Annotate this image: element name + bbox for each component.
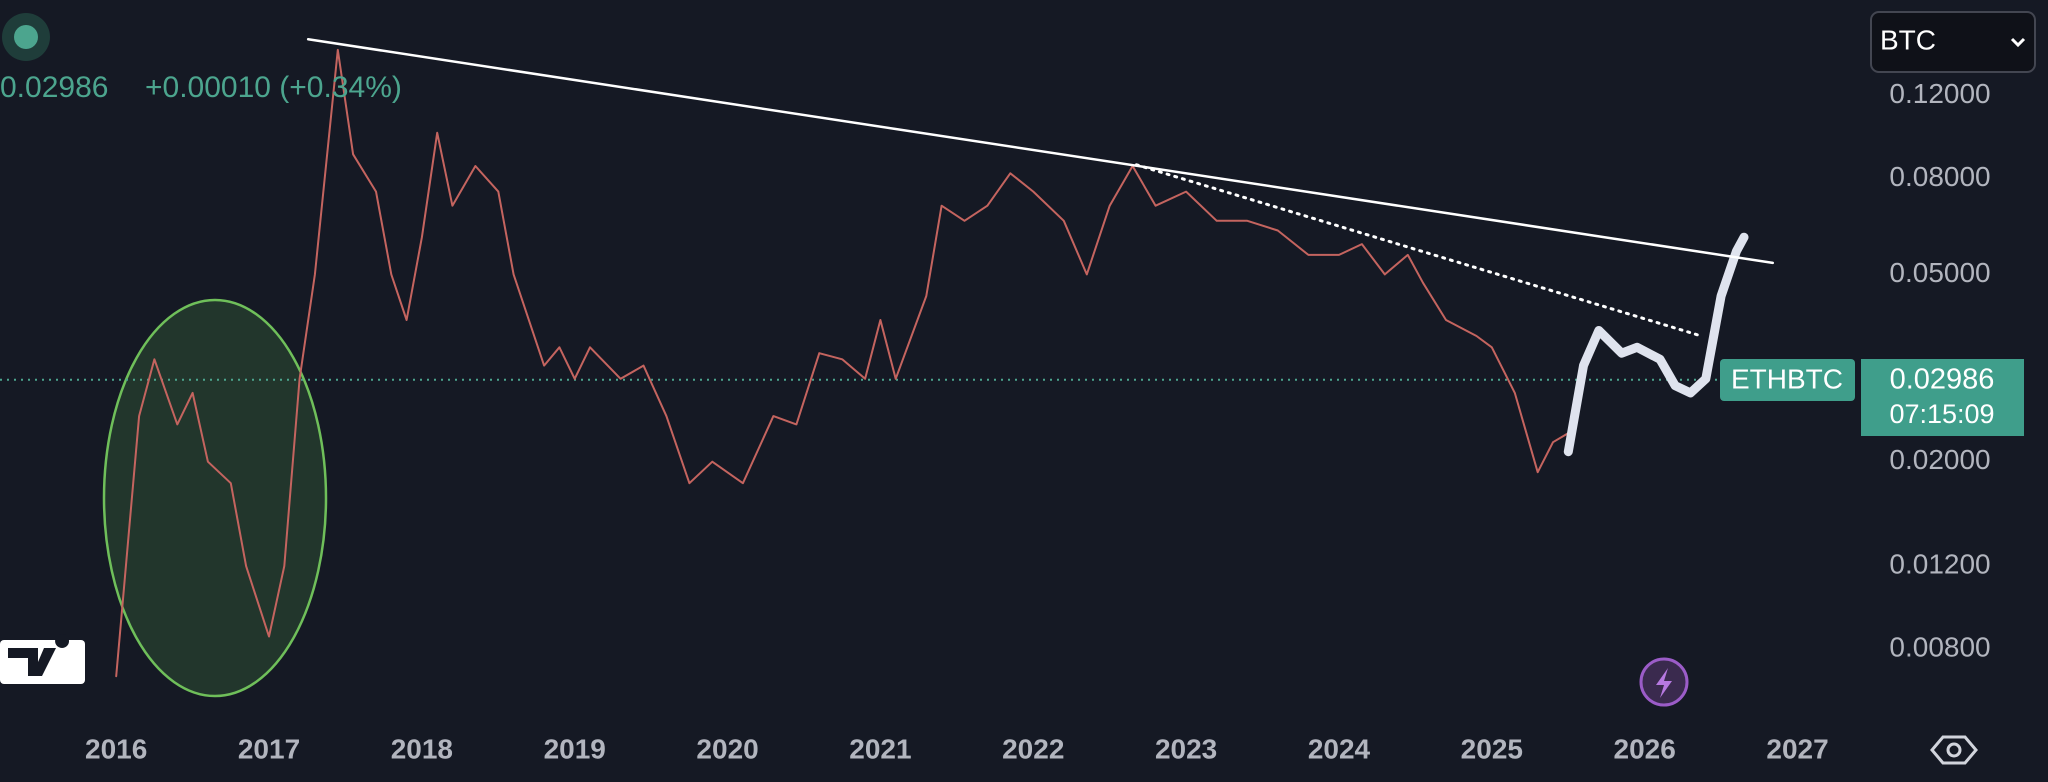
x-tick-label: 2016 xyxy=(85,733,147,764)
countdown-text: 07:15:09 xyxy=(1889,399,1994,429)
x-tick-label: 2020 xyxy=(696,733,758,764)
x-tick-label: 2017 xyxy=(238,733,300,764)
price-line xyxy=(115,48,1570,678)
symbol-text: ETHBTC xyxy=(1731,363,1843,394)
y-tick-label: 0.12000 xyxy=(1889,78,1990,109)
x-tick-label: 2025 xyxy=(1461,733,1523,764)
price-box xyxy=(1861,359,2024,436)
x-tick-label: 2026 xyxy=(1614,733,1676,764)
x-tick-label: 2018 xyxy=(391,733,453,764)
x-tick-label: 2023 xyxy=(1155,733,1217,764)
x-tick-label: 2019 xyxy=(544,733,606,764)
settings-button[interactable] xyxy=(1930,735,1978,765)
y-tick-label: 0.02000 xyxy=(1889,444,1990,475)
symbol-tag xyxy=(1720,359,1855,401)
header-change: +0.00010 (+0.34%) xyxy=(145,71,402,104)
price-text: 0.02986 xyxy=(1890,364,1995,396)
settings-icon xyxy=(1946,742,1962,758)
lightning-icon xyxy=(1656,668,1672,698)
x-tick-label: 2024 xyxy=(1308,733,1371,764)
quote-select[interactable]: BTC xyxy=(1870,11,2036,73)
y-tick-label: 0.01200 xyxy=(1889,548,1990,579)
x-tick-label: 2022 xyxy=(1002,733,1064,764)
plot-area xyxy=(0,38,1855,678)
trendline xyxy=(1134,163,1703,338)
trendline xyxy=(306,38,1775,265)
price-line xyxy=(1563,232,1749,457)
select-box[interactable] xyxy=(1870,11,2036,73)
select-text[interactable]: BTC xyxy=(1880,24,1936,55)
chevron xyxy=(2010,37,2026,48)
x-tick-label: 2021 xyxy=(849,733,911,764)
x-tick-label: 2027 xyxy=(1766,733,1828,764)
header-price: 0.02986 xyxy=(0,71,108,104)
y-tick-label: 0.08000 xyxy=(1889,161,1990,192)
price-tag: ETHBTC 0.02986 07:15:09 xyxy=(1720,359,2024,436)
highlight-ellipse xyxy=(102,298,328,698)
y-tick-label: 0.00800 xyxy=(1889,631,1990,662)
tv-logo xyxy=(0,634,85,684)
y-tick-label: 0.05000 xyxy=(1889,257,1990,288)
status-dot xyxy=(14,25,38,49)
